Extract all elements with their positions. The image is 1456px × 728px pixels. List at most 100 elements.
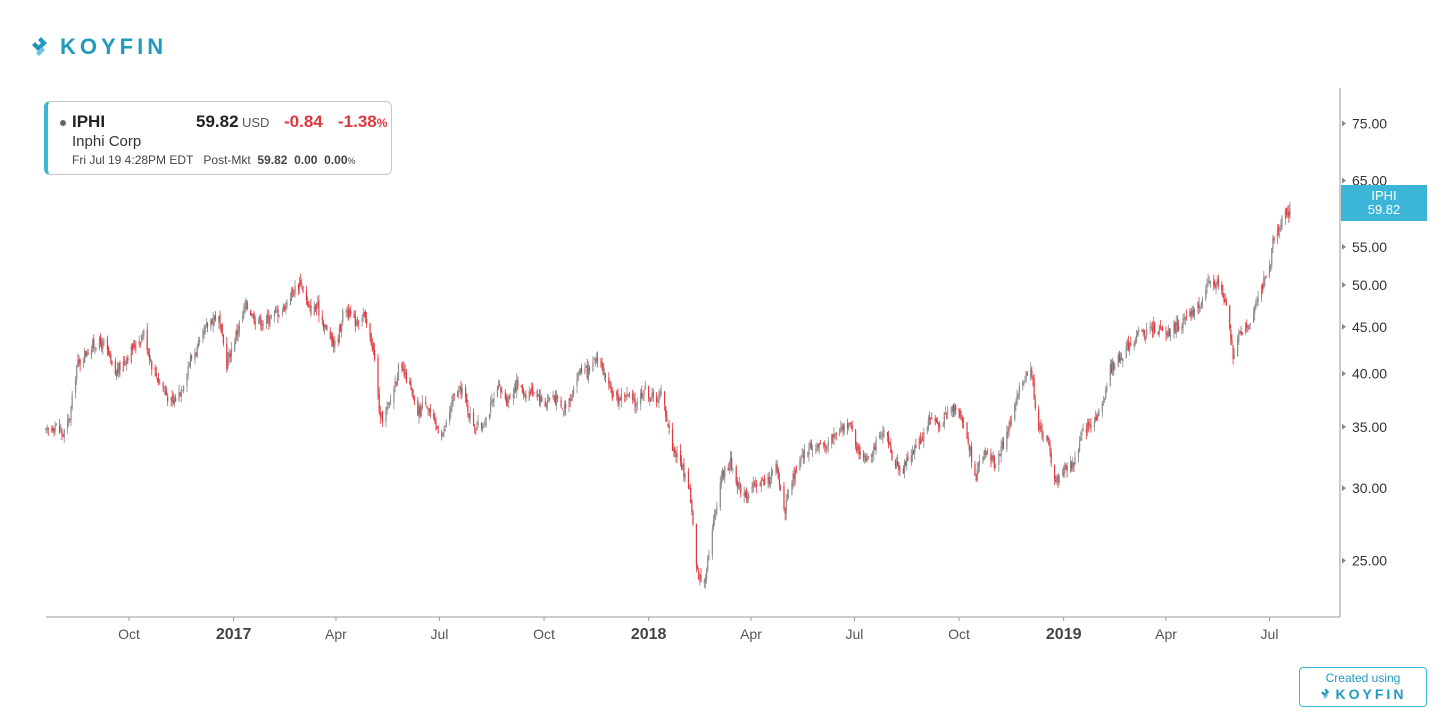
- candle-body-up: [1122, 358, 1124, 362]
- candle-body-up: [533, 391, 535, 395]
- candle-body-down: [1053, 465, 1056, 480]
- candle-body-up: [173, 399, 176, 405]
- candle-body-down: [372, 347, 375, 349]
- status-dot-icon: [60, 120, 66, 126]
- candle-body-up: [840, 427, 842, 430]
- candle-body-down: [369, 323, 371, 335]
- candle-body-down: [586, 365, 588, 378]
- candle-body-up: [92, 341, 94, 348]
- candle-body-down: [515, 386, 517, 391]
- candle-body-up: [834, 435, 836, 437]
- candle-body-down: [59, 425, 61, 432]
- candle-body-down: [370, 333, 372, 345]
- candle-body-up: [545, 403, 547, 408]
- candle-body-down: [939, 425, 941, 428]
- candle-body-up: [737, 482, 740, 488]
- candle-body-up: [546, 400, 549, 405]
- candle-body-up: [785, 499, 787, 514]
- candle-body-down: [472, 412, 475, 426]
- last-price-tag-value: 59.82: [1367, 202, 1401, 217]
- candle-body-up: [1126, 341, 1128, 347]
- candle-body-down: [148, 353, 151, 360]
- candle-body-down: [842, 425, 844, 431]
- candle-body-down: [127, 357, 129, 361]
- candle-body-up: [1082, 428, 1084, 432]
- candle-body-up: [397, 364, 400, 380]
- candle-body-up: [1042, 436, 1044, 438]
- candle-body-up: [394, 381, 396, 388]
- candle-body-up: [976, 468, 978, 480]
- candle-body-down: [111, 360, 113, 365]
- candle-body-down: [364, 312, 367, 317]
- candle-body-down: [371, 344, 373, 350]
- candle-body-up: [633, 398, 635, 401]
- candle-body-up: [265, 316, 268, 324]
- quote-change-pct-value: -1.38: [338, 112, 377, 131]
- candle-body-down: [1229, 305, 1231, 329]
- candle-body-down: [764, 477, 766, 485]
- candle-body-down: [922, 438, 924, 440]
- candle-body-down: [1159, 325, 1161, 329]
- candle-body-up: [570, 398, 572, 401]
- candle-body-down: [999, 454, 1001, 456]
- candle-body-down: [337, 339, 339, 342]
- candle-body-up: [1281, 217, 1283, 227]
- candle-body-up: [720, 477, 723, 484]
- candle-body-up: [142, 337, 144, 338]
- candle-body-up: [90, 348, 93, 357]
- candle-body-up: [808, 447, 810, 456]
- candle-body-up: [644, 385, 646, 389]
- candle-body-down: [890, 444, 892, 453]
- candle-body-up: [51, 428, 53, 431]
- candle-body-down: [1048, 440, 1050, 446]
- candle-body-up: [102, 340, 104, 349]
- candle-body-down: [1165, 332, 1167, 335]
- candle-body-up: [762, 479, 765, 482]
- candle-body-up: [739, 483, 741, 485]
- candle-body-up: [234, 341, 236, 351]
- candle-body-up: [118, 363, 120, 374]
- candle-body-up: [587, 367, 589, 381]
- candle-body-up: [1197, 301, 1199, 309]
- candle-body-up: [760, 479, 762, 487]
- candle-body-up: [1271, 248, 1273, 265]
- candle-body-down: [945, 412, 948, 414]
- candle-body-down: [847, 422, 849, 428]
- candle-body-down: [1121, 358, 1123, 360]
- candle-body-up: [714, 513, 716, 519]
- candle-body-up: [732, 468, 734, 470]
- candle-body-down: [1057, 476, 1059, 483]
- candle-body-up: [899, 467, 901, 473]
- candle-body-down: [609, 385, 611, 387]
- candle-body-up: [752, 482, 754, 488]
- x-tick-label: Apr: [1155, 626, 1177, 642]
- candle-body-down: [783, 486, 785, 509]
- candle-body-up: [991, 455, 993, 461]
- quote-currency: USD: [242, 115, 270, 130]
- candle-body-down: [1177, 325, 1180, 330]
- candle-body-up: [361, 318, 363, 322]
- created-using-badge[interactable]: Created using KOYFIN: [1299, 667, 1427, 707]
- candle-body-up: [450, 408, 452, 412]
- candle-body-up: [658, 394, 660, 402]
- candle-body-down: [333, 339, 335, 346]
- x-tick-label: 2017: [216, 626, 252, 643]
- candle-body-up: [659, 392, 661, 396]
- candle-body-down: [938, 422, 940, 426]
- candle-body-up: [983, 452, 985, 460]
- candle-body-up: [76, 365, 78, 380]
- candle-body-up: [1022, 382, 1024, 386]
- candle-body-down: [322, 321, 325, 328]
- candle-body-up: [210, 319, 212, 327]
- quote-ticker: IPHI: [72, 112, 106, 131]
- candle-body-down: [475, 428, 477, 430]
- candle-body-down: [106, 339, 109, 350]
- candle-body-down: [347, 309, 350, 317]
- candle-body-up: [492, 399, 494, 403]
- candle-body-down: [377, 357, 379, 394]
- candle-body-up: [748, 494, 750, 499]
- candle-body-down: [267, 315, 269, 318]
- candle-body-up: [787, 492, 790, 494]
- candle-body-up: [1006, 432, 1008, 450]
